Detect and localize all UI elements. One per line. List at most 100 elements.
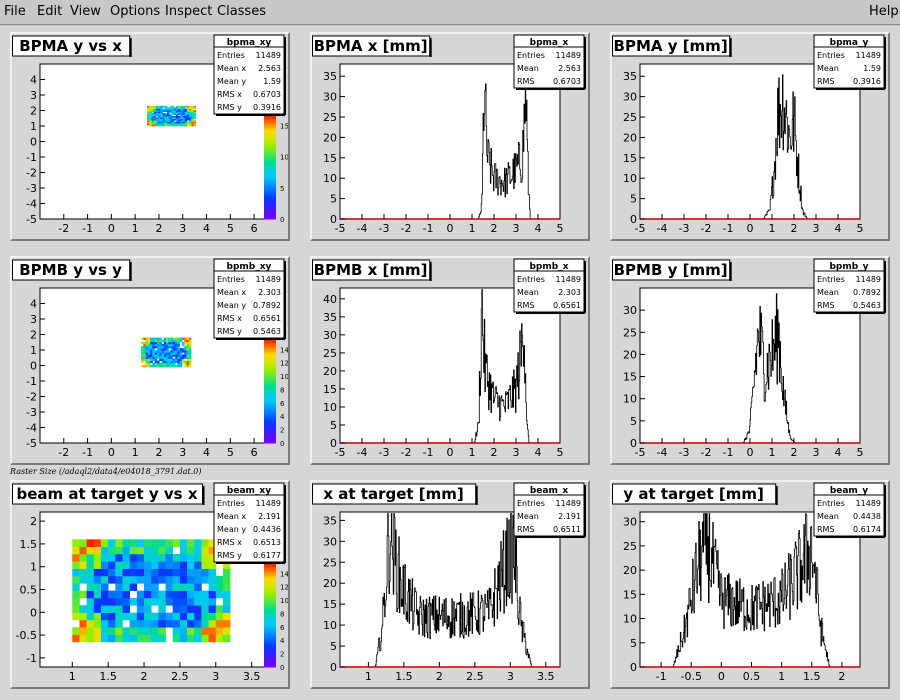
- menu-help[interactable]: Help: [869, 4, 899, 19]
- heatmap-cell: [191, 120, 194, 122]
- y-tick-label: 10: [323, 401, 337, 414]
- pad-bpma-y[interactable]: -5 -4 -3 -2 -1 0 1 2 3 4 5 0 5 10 15 20 25 30 35 BPMA y [mm…: [610, 32, 890, 241]
- menu-file[interactable]: File: [4, 4, 26, 19]
- heatmap-cell: [153, 121, 157, 124]
- heatmap-cell: [187, 612, 195, 621]
- stats-value: 11489: [856, 499, 881, 508]
- palette-segment: [264, 150, 276, 154]
- heatmap-cell: [155, 123, 159, 125]
- stats-name: bpma_y: [830, 38, 869, 48]
- menu-classes[interactable]: Classes: [217, 4, 266, 19]
- palette-segment: [264, 351, 276, 355]
- palette-segment: [264, 177, 276, 181]
- pad-bpmb-y[interactable]: -5 -4 -3 -2 -1 0 1 2 3 4 5 0 5 10 15 20 25 30 BPMB y [mm] b…: [610, 256, 890, 465]
- heatmap-cell: [215, 634, 224, 643]
- heatmap-cell: [144, 619, 152, 628]
- heatmap-cell: [100, 561, 109, 569]
- heatmap-cell: [150, 352, 153, 355]
- heatmap-cell: [168, 341, 171, 345]
- heatmap-cell: [151, 575, 159, 584]
- heatmap-cell: [161, 362, 165, 366]
- y-tick-label: 1: [30, 561, 37, 574]
- heatmap-cell: [164, 115, 168, 118]
- heatmap-cell: [177, 350, 181, 353]
- heatmap-cell: [173, 113, 177, 115]
- heatmap-cell: [152, 352, 156, 355]
- heatmap-cell: [151, 568, 159, 577]
- menu-view[interactable]: View: [70, 4, 101, 19]
- x-tick-label: -1: [656, 670, 667, 683]
- heatmap-cell: [136, 627, 145, 635]
- heatmap-cell: [184, 352, 187, 355]
- pad-beam-xy[interactable]: 0 2 4 6 8 10 12 14 1 1.5 2 2.5 3 3.5 -1 -0.5 0 0.5 1 1.5 2 be…: [10, 480, 290, 689]
- heatmap-cell: [193, 123, 197, 125]
- heatmap-cell: [208, 612, 217, 621]
- stats-box[interactable]: [513, 34, 585, 89]
- stats-value: 11489: [256, 275, 281, 284]
- heatmap-cell: [172, 339, 176, 343]
- pad-bpmb-x[interactable]: -5 -4 -3 -2 -1 0 1 2 3 4 5 0 5 10 15 20 25 30 35 40 BPMB x […: [310, 256, 590, 465]
- heatmap-cell: [178, 110, 181, 112]
- y-tick-label: -3: [26, 406, 37, 419]
- heatmap-cell: [175, 118, 179, 121]
- heatmap-cell: [167, 121, 170, 124]
- heatmap-cell: [163, 360, 167, 364]
- heatmap-cell: [191, 114, 194, 117]
- x-tick-label: 4: [835, 446, 842, 459]
- palette-segment: [264, 148, 276, 152]
- y-tick-label: 35: [323, 514, 337, 527]
- heatmap-cell: [108, 546, 116, 555]
- stats-value: 0.5463: [253, 327, 281, 336]
- heatmap-cell: [145, 339, 149, 343]
- heatmap-cell: [108, 619, 116, 628]
- menu-edit[interactable]: Edit: [37, 4, 63, 19]
- heatmap-cell: [158, 575, 166, 584]
- heatmap-cell: [168, 358, 171, 362]
- pad-bpma-x[interactable]: -5 -4 -3 -2 -1 0 1 2 3 4 5 0 5 10 15 20 25 30 35 BPMA x [mm…: [310, 32, 590, 241]
- pad-bpma-xy[interactable]: 0 5 10 15 -2 -1 0 1 2 3 4 5 6 -5 -4 -3 -2 -1 0 1 2 3 4 BPMA y v…: [10, 32, 290, 241]
- heatmap-cell: [201, 575, 209, 584]
- heatmap-cell: [170, 348, 174, 351]
- stats-value: 11489: [556, 275, 581, 284]
- stats-box[interactable]: [213, 258, 285, 339]
- heatmap-cell: [86, 539, 95, 547]
- heatmap-cell: [153, 123, 157, 125]
- heatmap-cell: [186, 337, 190, 341]
- heatmap-cell: [184, 362, 187, 366]
- stats-box[interactable]: [813, 482, 885, 537]
- palette-segment: [264, 121, 276, 125]
- heatmap-cell: [86, 568, 95, 577]
- heatmap-cell: [72, 612, 80, 621]
- heatmap-cell: [144, 583, 152, 591]
- stats-box[interactable]: [213, 34, 285, 115]
- stats-label: RMS: [817, 77, 835, 86]
- palette-segment: [264, 348, 276, 352]
- stats-box[interactable]: [213, 482, 285, 563]
- palette-segment: [264, 567, 276, 571]
- heatmap-cell: [158, 605, 166, 613]
- heatmap-cell: [100, 612, 109, 621]
- pad-beam-x[interactable]: 1 1.5 2 2.5 3 3.5 0 5 10 15 20 25 30 35 x at target [m…: [310, 480, 590, 689]
- chart-title: beam at target y vs x: [17, 485, 198, 503]
- heatmap-cell: [153, 111, 157, 114]
- palette-segment: [264, 182, 276, 186]
- heatmap-cell: [172, 575, 181, 584]
- menu-options[interactable]: Options: [110, 4, 161, 19]
- heatmap-cell: [108, 605, 116, 613]
- stats-box[interactable]: [513, 258, 585, 313]
- heatmap-cell: [147, 348, 151, 351]
- menu-inspect[interactable]: Inspect: [165, 4, 213, 19]
- y-tick-label: 15: [623, 588, 637, 601]
- heatmap-cell: [187, 583, 195, 591]
- bpmb-x-mm-chart: -5 -4 -3 -2 -1 0 1 2 3 4 5 0 5 10 15 20 25 30 35 40 BPMB x […: [312, 258, 586, 459]
- heatmap-cell: [163, 343, 167, 347]
- heatmap-cell: [194, 612, 202, 621]
- heatmap-cell: [208, 546, 217, 555]
- root-canvas[interactable]: 0 5 10 15 -2 -1 0 1 2 3 4 5 6 -5 -4 -3 -2 -1 0 1 2 3 4 BPMA y v…: [0, 26, 900, 700]
- heatmap-cell: [159, 346, 162, 349]
- heatmap-cell: [186, 339, 190, 343]
- x-tick-label: 5: [557, 446, 564, 459]
- pad-beam-y[interactable]: -1 -0.5 0 0.5 1 1.5 2 0 5 10 15 20 25 30 y at target […: [610, 480, 890, 689]
- pad-bpmb-xy[interactable]: 0 2 4 6 8 10 12 14 -2 -1 0 1 2 3 4 5 6 -5 -4 -3 -2 -1 0 1 2 3 4 BPM…: [10, 256, 290, 465]
- heatmap-cell: [187, 597, 195, 606]
